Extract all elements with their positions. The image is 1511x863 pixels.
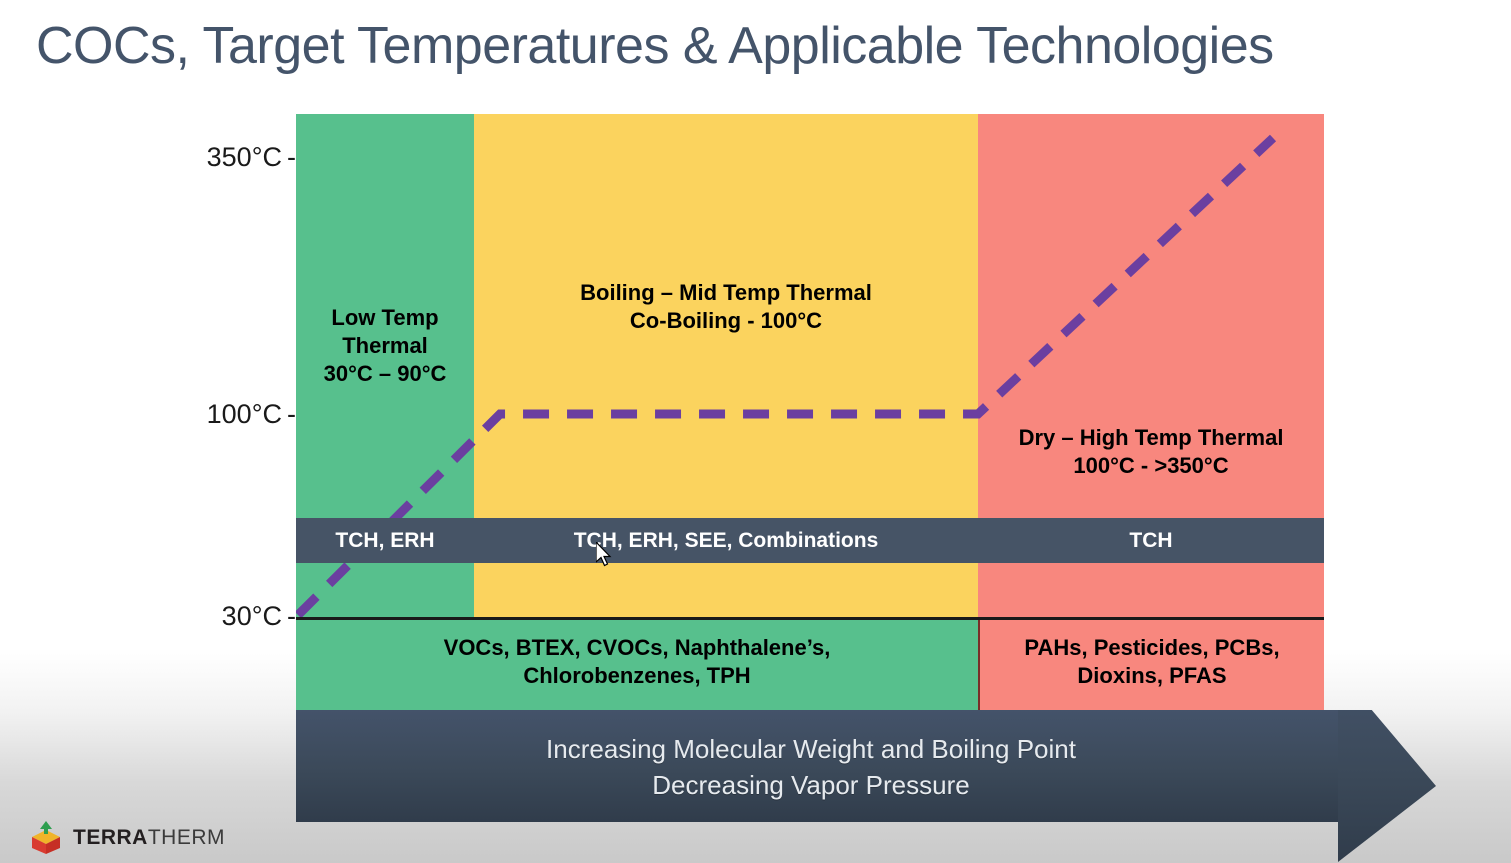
baseline-30c bbox=[296, 617, 1324, 620]
coc-light-line1: VOCs, BTEX, CVOCs, Naphthalene’s, bbox=[443, 635, 831, 660]
technology-low-label: TCH, ERH bbox=[335, 528, 435, 552]
terratherm-wordmark: TERRATHERM bbox=[73, 826, 225, 850]
coc-light-block: VOCs, BTEX, CVOCs, Naphthalene’s, Chloro… bbox=[296, 617, 978, 712]
logo-bold-text: TERRA bbox=[73, 826, 148, 849]
zone-high-line2: 100°C - >350°C bbox=[1073, 453, 1229, 479]
temperature-technology-chart: VOCs, BTEX, CVOCs, Naphthalene’s, Chloro… bbox=[296, 114, 1324, 712]
technology-mid-label: TCH, ERH, SEE, Combinations bbox=[573, 528, 879, 552]
direction-arrow-banner: Increasing Molecular Weight and Boiling … bbox=[296, 710, 1436, 862]
coc-light-line2: Chlorobenzenes, TPH bbox=[523, 663, 751, 689]
zone-high-line1: Dry – High Temp Thermal bbox=[1018, 425, 1284, 450]
y-tick-350-label: 350°C bbox=[206, 142, 282, 172]
y-tick-30-label: 30°C bbox=[221, 601, 282, 631]
coc-heavy-label: PAHs, Pesticides, PCBs, Dioxins, PFAS bbox=[980, 634, 1324, 690]
coc-row: VOCs, BTEX, CVOCs, Naphthalene’s, Chloro… bbox=[296, 617, 1324, 712]
y-tick-100: 100°C - bbox=[207, 399, 296, 430]
arrow-line1: Increasing Molecular Weight and Boiling … bbox=[546, 734, 1076, 764]
y-tick-350-dash: - bbox=[287, 142, 296, 172]
zone-low-temp-label: Low Temp Thermal 30°C – 90°C bbox=[296, 304, 474, 388]
terratherm-cube-icon bbox=[32, 821, 60, 854]
arrow-line2: Decreasing Vapor Pressure bbox=[652, 769, 970, 800]
zone-low-line3: 30°C – 90°C bbox=[323, 361, 447, 387]
coc-heavy-line1: PAHs, Pesticides, PCBs, bbox=[1024, 635, 1280, 660]
y-axis: 350°C - 100°C - 30°C - bbox=[0, 0, 296, 640]
logo-light-text: THERM bbox=[147, 826, 226, 849]
arrow-shape bbox=[296, 710, 1436, 862]
y-tick-30-dash: - bbox=[287, 601, 296, 631]
zone-low-line1: Low Temp bbox=[331, 305, 439, 330]
terratherm-logo: TERRATHERM bbox=[28, 817, 225, 859]
zone-low-line2: Thermal bbox=[342, 333, 428, 359]
technology-high-label: TCH bbox=[1129, 528, 1173, 552]
zone-mid-line2: Co-Boiling - 100°C bbox=[629, 308, 823, 334]
zone-high-temp-label: Dry – High Temp Thermal 100°C - >350°C bbox=[978, 424, 1324, 480]
y-tick-100-label: 100°C bbox=[206, 399, 282, 429]
y-tick-30: 30°C - bbox=[222, 601, 296, 632]
zone-mid-line1: Boiling – Mid Temp Thermal bbox=[580, 280, 872, 305]
page-title: COCs, Target Temperatures & Applicable T… bbox=[36, 17, 1274, 75]
technology-band: TCH, ERH TCH, ERH, SEE, Combinations TCH bbox=[296, 518, 1324, 563]
y-tick-100-dash: - bbox=[287, 399, 296, 429]
coc-heavy-line2: Dioxins, PFAS bbox=[1077, 663, 1227, 689]
coc-light-label: VOCs, BTEX, CVOCs, Naphthalene’s, Chloro… bbox=[296, 634, 978, 690]
y-tick-350: 350°C - bbox=[207, 142, 296, 173]
coc-heavy-block: PAHs, Pesticides, PCBs, Dioxins, PFAS bbox=[978, 617, 1324, 712]
arrow-caption: Increasing Molecular Weight and Boiling … bbox=[296, 732, 1326, 804]
zone-mid-temp-label: Boiling – Mid Temp Thermal Co-Boiling - … bbox=[474, 279, 978, 335]
